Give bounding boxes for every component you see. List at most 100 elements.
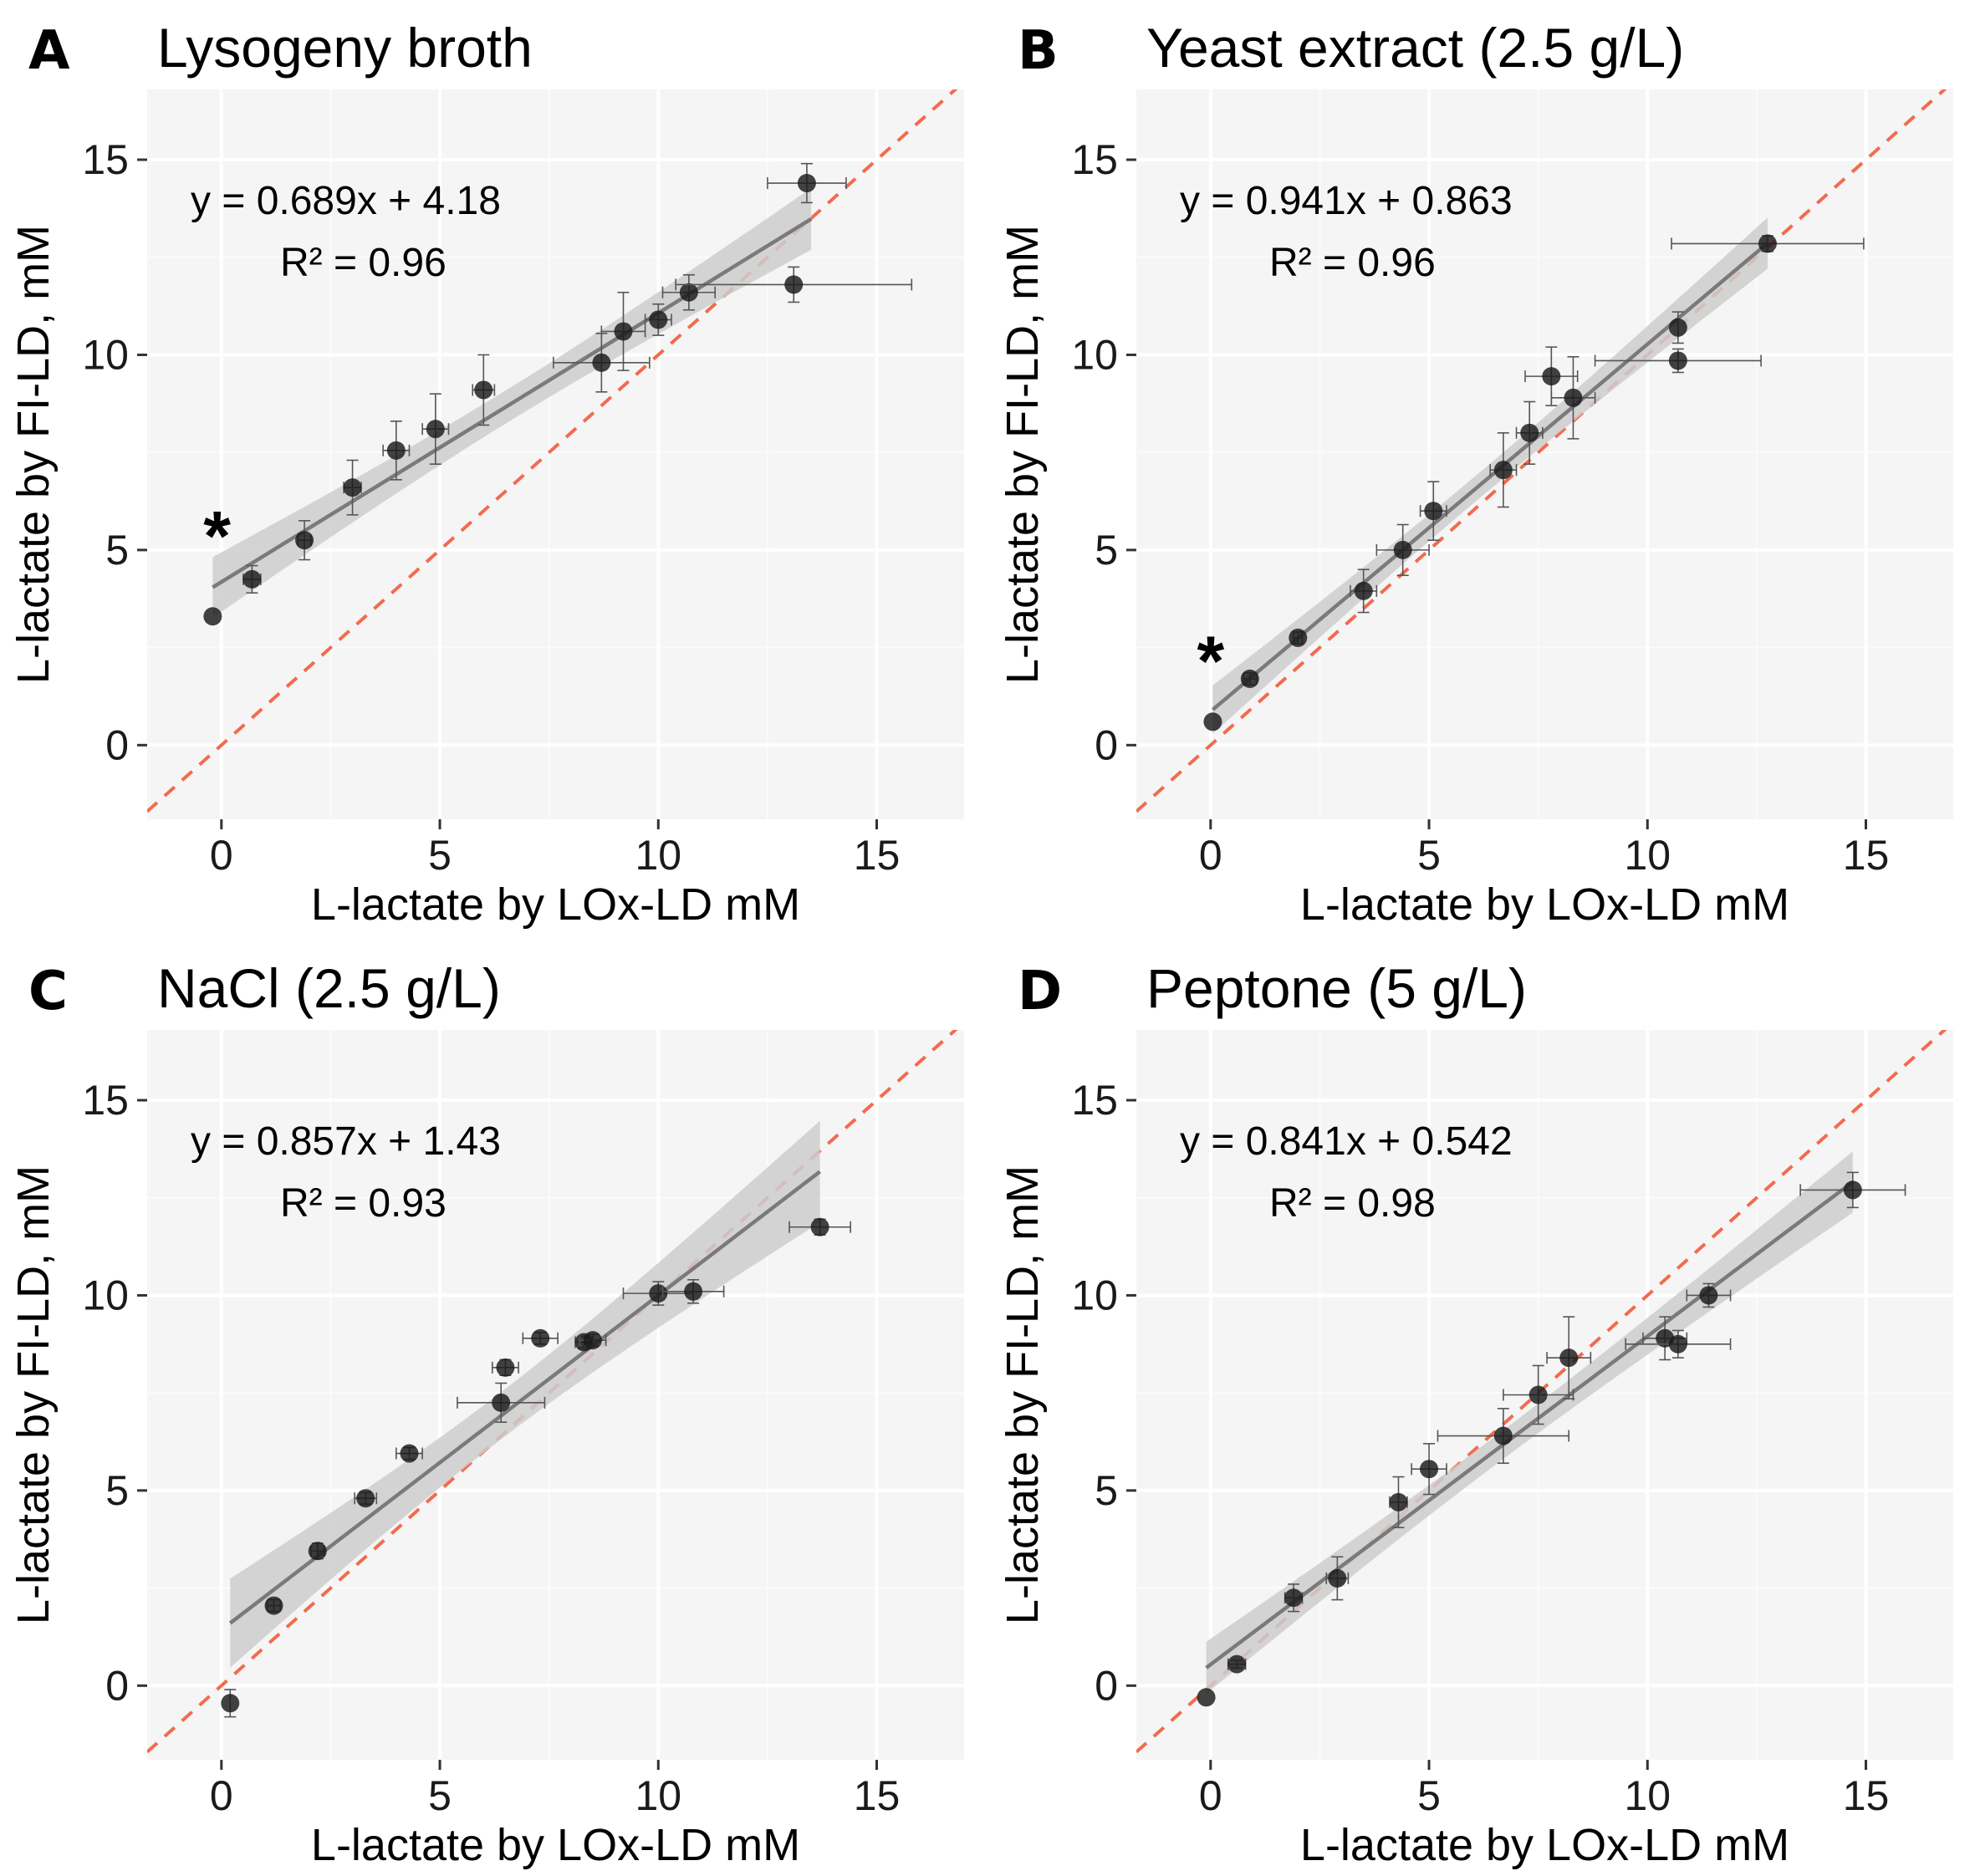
x-axis-title: L-lactate by LOx-LD mM	[311, 1820, 800, 1870]
data-point	[810, 1217, 829, 1236]
y-tick-label: 0	[105, 721, 129, 768]
data-point-group	[1283, 1583, 1304, 1613]
r-squared: R² = 0.98	[1269, 1181, 1436, 1226]
data-point	[531, 1328, 550, 1348]
data-point	[679, 283, 698, 302]
x-tick-label: 0	[1199, 1772, 1222, 1819]
data-point-group	[396, 1444, 423, 1463]
data-point	[1493, 1426, 1513, 1445]
data-point	[1354, 581, 1373, 600]
data-point	[496, 1358, 515, 1377]
data-point-group	[661, 273, 716, 311]
data-point-group	[1289, 628, 1308, 647]
data-point-group	[600, 291, 646, 371]
data-point-group	[203, 607, 222, 626]
x-tick-label: 5	[1417, 832, 1441, 879]
x-tick-label: 0	[1199, 832, 1222, 879]
data-point-group	[1197, 1688, 1216, 1707]
plot-background	[1136, 89, 1953, 819]
data-point-group	[1546, 1316, 1592, 1399]
data-point	[649, 1284, 668, 1303]
data-point-group	[1503, 1364, 1574, 1425]
data-point	[1699, 1286, 1718, 1305]
data-point-group	[553, 332, 651, 393]
data-point	[1668, 1334, 1687, 1353]
asterisk-annotation: *	[203, 497, 231, 575]
axes: 0 5 10 15 0 5 10 15	[1071, 1077, 1889, 1819]
chart-panel-d: 0 5 10 15 0 5 10 15 L-lactate by LOx-LD mM L-lact…	[998, 957, 1953, 1870]
y-tick-label: 15	[82, 136, 129, 183]
data-point	[1424, 502, 1443, 521]
data-point-group	[767, 162, 847, 204]
data-point-group	[1240, 669, 1259, 688]
data-point-group	[343, 459, 362, 516]
data-point-group	[788, 1217, 851, 1236]
plot-area	[147, 1030, 958, 1754]
x-tick-label: 5	[428, 832, 452, 879]
data-point-group	[242, 564, 262, 594]
y-tick-label: 0	[105, 1662, 129, 1709]
data-point	[308, 1542, 327, 1561]
y-axis-title: L-lactate by FI-LD, mM	[8, 1165, 59, 1624]
major-gridlines	[1136, 89, 1953, 819]
x-tick-label: 15	[1843, 1772, 1890, 1819]
data-point	[426, 420, 445, 439]
x-tick-label: 0	[210, 1772, 233, 1819]
data-point	[295, 531, 314, 550]
data-point	[1240, 669, 1259, 688]
data-point-group	[421, 393, 450, 465]
identity-line	[1136, 89, 1947, 813]
data-point-group	[1594, 348, 1762, 374]
plot-area	[147, 89, 958, 813]
panel-label: D	[1018, 961, 1062, 1022]
data-point-group	[1227, 1654, 1247, 1674]
major-gridlines	[1136, 1030, 1953, 1760]
chart-panel-b: 0 5 10 15 0 5 10 15 L-lactate by LOx-LD mM L-lact…	[998, 17, 1953, 930]
data-point-group	[295, 520, 314, 561]
identity-line	[147, 89, 958, 813]
data-point	[1843, 1180, 1862, 1200]
data-point	[1528, 1385, 1548, 1404]
data-point-group	[1350, 568, 1378, 614]
data-point	[583, 1331, 602, 1350]
y-tick-label: 5	[1095, 527, 1118, 574]
regression-equation: y = 0.941x + 0.863	[1180, 179, 1513, 223]
r-squared: R² = 0.96	[280, 241, 447, 285]
data-point	[400, 1444, 419, 1463]
x-tick-label: 10	[635, 1772, 681, 1819]
data-point	[1758, 234, 1777, 253]
data-point-group	[1515, 400, 1544, 465]
y-tick-label: 15	[82, 1077, 129, 1124]
panel-title: NaCl (2.5 g/L)	[157, 957, 501, 1019]
data-point-group	[1550, 355, 1596, 440]
regression-line	[1205, 1180, 1855, 1670]
data-point-group	[472, 354, 496, 426]
data-point	[1389, 1492, 1408, 1512]
data-point	[1197, 1688, 1216, 1707]
data-point-group	[522, 1328, 559, 1348]
panel-title: Peptone (5 g/L)	[1146, 957, 1527, 1019]
data-point-group	[1375, 523, 1430, 577]
data-point-group	[1419, 481, 1447, 542]
data-point-group	[644, 303, 672, 336]
x-axis-title: L-lactate by LOx-LD mM	[1300, 1820, 1789, 1870]
data-point	[1284, 1588, 1304, 1608]
data-point	[797, 174, 816, 193]
plot-area	[1136, 89, 1947, 813]
axes: 0 5 10 15 0 5 10 15	[1071, 136, 1889, 879]
data-point	[264, 1596, 283, 1615]
y-tick-label: 5	[105, 1467, 129, 1514]
chart-panel-c: 0 5 10 15 0 5 10 15 L-lactate by LOx-LD mM L-lact…	[8, 957, 964, 1870]
panel-label: A	[28, 20, 70, 82]
y-tick-label: 15	[1071, 1077, 1118, 1124]
y-axis-title: L-lactate by FI-LD, mM	[8, 225, 59, 684]
x-tick-label: 10	[1624, 1772, 1671, 1819]
x-tick-label: 15	[854, 1772, 901, 1819]
data-point	[1227, 1654, 1247, 1674]
identity-line	[1136, 1030, 1947, 1754]
y-tick-label: 5	[1095, 1467, 1118, 1514]
minor-gridlines	[147, 89, 964, 819]
asterisk-annotation: *	[1197, 621, 1224, 700]
x-tick-label: 10	[1624, 832, 1671, 879]
